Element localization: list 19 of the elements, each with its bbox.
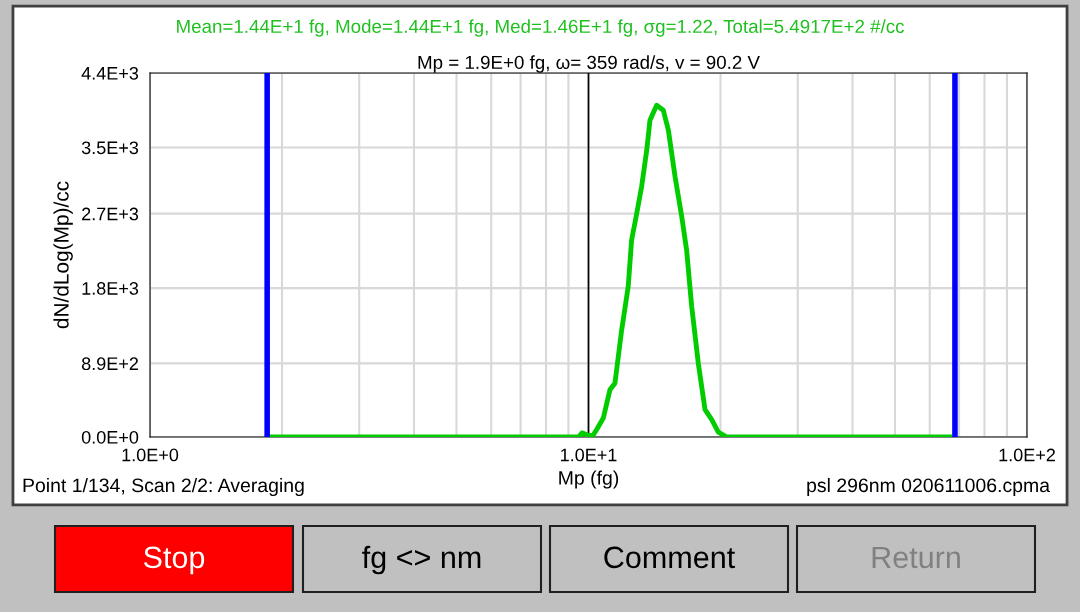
y-tick-label: 1.8E+3 bbox=[82, 282, 139, 295]
y-axis-title: dN/dLog(Mp)/cc bbox=[53, 181, 73, 329]
text: fg <> nm bbox=[362, 545, 481, 575]
y-tick-label: 0.0E+0 bbox=[81, 430, 139, 444]
x-tick-label: 1.0E+2 bbox=[999, 448, 1055, 462]
y-tick-label: 8.9E+2 bbox=[81, 357, 138, 371]
y-tick-label: 4.4E+3 bbox=[81, 66, 139, 80]
text: Point 1/134, Scan 2/2: Averaging bbox=[23, 477, 304, 497]
text: Return bbox=[872, 546, 960, 569]
x-tick-label: 1.0E+1 bbox=[561, 448, 617, 462]
x-tick-label: 1.0E+0 bbox=[122, 448, 179, 462]
text: Stop bbox=[143, 546, 205, 575]
chart-subtitle: Mp = 1.9E+0 fg, ω= 359 rad/s, v = 90.2 V bbox=[418, 55, 760, 73]
text: psl 296nm 020611006.cpma bbox=[807, 477, 1051, 497]
y-tick-label: 3.5E+3 bbox=[81, 141, 139, 155]
y-tick-label: 2.7E+3 bbox=[82, 207, 139, 221]
chart-title: Mean=1.44E+1 fg, Mode=1.44E+1 fg, Med=1.46E+1 fg, σg=1.22, Total=5.4917E+2 #/cc bbox=[177, 19, 904, 37]
text: Comment bbox=[604, 546, 735, 569]
x-axis-title: Mp (fg) bbox=[559, 470, 619, 489]
